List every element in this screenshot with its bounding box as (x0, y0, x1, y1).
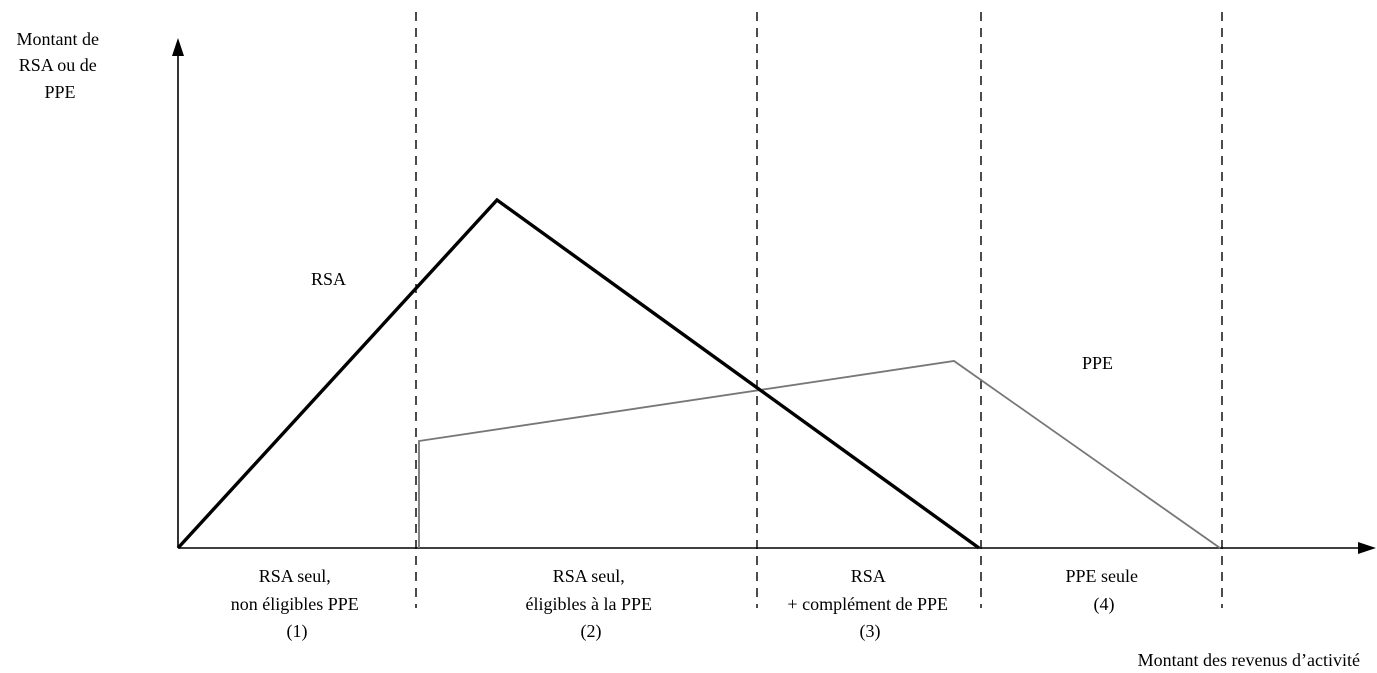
y-axis-label-line-3: PPE (44, 82, 75, 102)
zone-label-3: RSA + complément de PPE (3) (787, 566, 952, 642)
zone-label-2: RSA seul, éligibles à la PPE (2) (526, 566, 657, 642)
y-axis-label-line-1: Montant de (17, 29, 100, 49)
x-axis-arrow-icon (1358, 542, 1376, 554)
rsa-curve (176, 197, 980, 550)
zone-label-4: PPE seule (4) (1065, 566, 1142, 615)
y-axis-label-line-2: RSA ou de (19, 55, 97, 75)
ppe-curve (418, 360, 1221, 549)
ppe-label: PPE (1082, 353, 1113, 373)
rsa-label: RSA (311, 269, 346, 289)
zone-label-1: RSA seul, non éligibles PPE (1) (231, 566, 364, 642)
y-axis-arrow-icon (172, 38, 184, 56)
x-axis-label: Montant des revenus d’activité (1138, 650, 1360, 670)
y-axis-label: Montant de RSA ou de PPE (17, 29, 104, 102)
